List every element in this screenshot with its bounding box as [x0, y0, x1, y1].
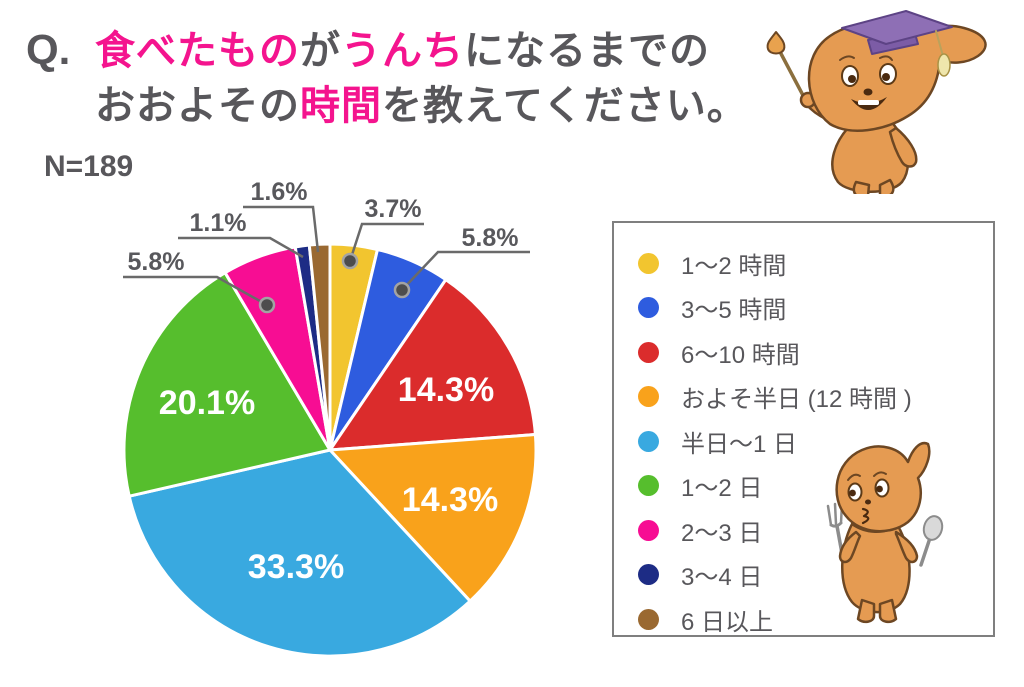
legend-item-label: 3～4 日 — [681, 564, 763, 592]
legend-item: 1～2 日 — [638, 464, 993, 509]
pie-percent-label: 5.8% — [462, 224, 519, 252]
pie-percent-label: 5.8% — [128, 248, 185, 276]
fork-icon — [826, 501, 845, 561]
leader-dot — [393, 281, 411, 299]
legend-item-label: 1～2 日 — [681, 475, 763, 503]
leader-line — [348, 222, 424, 262]
title-segment: 時間 — [300, 84, 382, 128]
legend-color-dot — [638, 430, 659, 452]
pie-slice-9 — [307, 242, 332, 452]
legend-item: 6～10 時間 — [638, 330, 993, 375]
legend-item: およそ半日 (12 時間 ) — [638, 375, 993, 420]
pie-percent-label: 3.7% — [365, 195, 422, 223]
mortarboard-icon — [841, 10, 953, 77]
title-segment: を教えてください。 — [382, 84, 748, 128]
poop-character-fork-spoon-icon — [826, 441, 944, 624]
pie-percent-label: 1.1% — [190, 209, 247, 237]
title-segment: おおよその — [95, 84, 300, 128]
leader-line — [178, 236, 304, 259]
leader-line — [123, 275, 268, 307]
legend-item-label: 6 日以上 — [681, 608, 774, 636]
legend-item: 半日～1 日 — [638, 419, 993, 464]
legend-item-label: およそ半日 (12 時間 ) — [681, 386, 912, 414]
legend-color-dot — [638, 297, 659, 319]
legend-item: 6 日以上 — [638, 597, 993, 642]
title-line-1: 食べたものがうんちになるまでの — [95, 24, 748, 79]
legend-item-label: 3～5 時間 — [681, 297, 787, 325]
legend-item: 2～3 日 — [638, 508, 993, 553]
question-title: 食べたものがうんちになるまでの おおよその時間を教えてください。 — [95, 24, 748, 134]
diner-mascot-face — [847, 471, 890, 525]
legend-item-label: 半日～1 日 — [681, 430, 798, 458]
legend-item-label: 6～10 時間 — [681, 341, 800, 369]
pie-percent-label: 20.1% — [159, 384, 255, 422]
title-segment: うんち — [341, 29, 464, 73]
title-segment: になるまでの — [464, 29, 710, 73]
sample-size-label: N=189 — [44, 150, 134, 183]
pointer-stick-icon — [766, 31, 808, 103]
diner-mascot-body — [835, 441, 931, 624]
tassel-cord — [935, 30, 944, 57]
pie-percent-label: 14.3% — [398, 371, 494, 409]
tassel-icon — [937, 53, 951, 77]
pie-slice-4 — [328, 433, 538, 603]
pie-percent-label: 33.3% — [248, 548, 344, 586]
legend-item: 3～4 日 — [638, 553, 993, 598]
legend-color-dot — [638, 519, 659, 541]
legend-color-dot — [638, 475, 659, 497]
leader-line — [401, 250, 530, 291]
leader-dot — [258, 296, 276, 314]
legend-item: 1～2 時間 — [638, 241, 993, 286]
teacher-mascot-face — [839, 55, 897, 111]
legend-box: 1～2 時間 3～5 時間 6～10 時間 およそ半日 (12 時間 ) 半日～… — [612, 221, 995, 637]
pie-slice-6 — [122, 271, 332, 498]
legend-color-dot — [638, 564, 659, 586]
leader-dot — [341, 252, 359, 270]
pie-percent-label: 1.6% — [251, 178, 308, 206]
pie-slice-5 — [127, 448, 472, 658]
legend-item: 3～5 時間 — [638, 286, 993, 331]
title-segment: 食べたもの — [95, 29, 300, 73]
legend-item-label: 1～2 時間 — [681, 252, 787, 280]
legend-color-dot — [638, 386, 659, 408]
legend-color-dot — [638, 252, 659, 274]
legend-item-label: 2～3 日 — [681, 519, 763, 547]
title-line-2: おおよその時間を教えてください。 — [95, 79, 748, 134]
legend-color-dot — [638, 608, 659, 630]
legend-color-dot — [638, 341, 659, 363]
leader-line — [243, 205, 320, 253]
title-segment: が — [300, 29, 341, 73]
question-prefix: Q. — [26, 26, 71, 73]
spoon-icon — [919, 515, 944, 567]
pie-slice-3 — [328, 278, 537, 452]
poop-character-teacher-icon — [766, 10, 987, 194]
pie-percent-label: 14.3% — [402, 481, 498, 519]
